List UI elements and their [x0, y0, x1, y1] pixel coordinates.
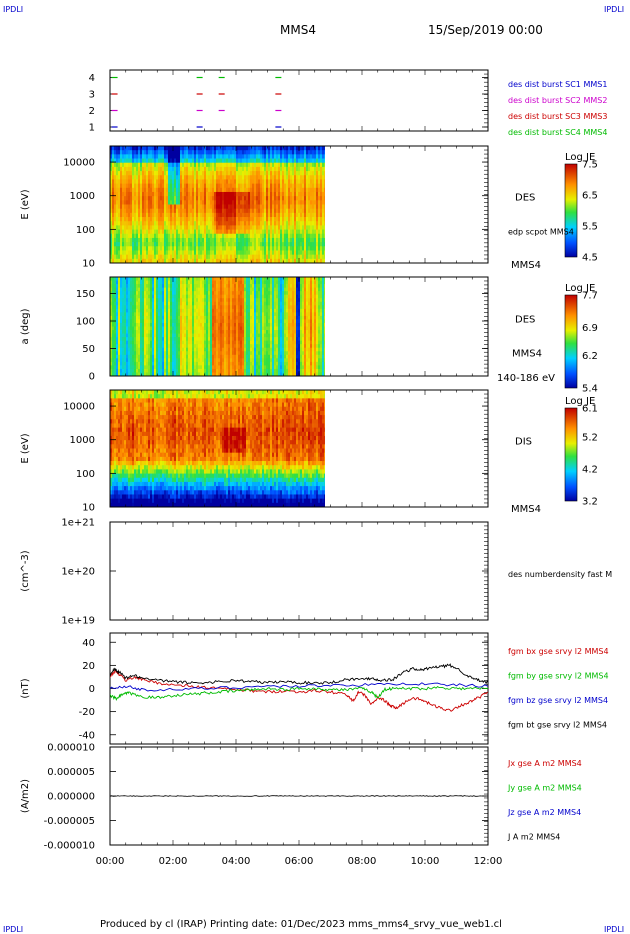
bfield-legend-by: fgm by gse srvy l2 MMS4: [508, 672, 609, 681]
des-energy-colorbar-title: Log JE: [565, 152, 595, 163]
dis-energy-colorbar-tick-6.1: 6.1: [582, 404, 598, 415]
current-ylabel: (A/m2): [20, 779, 31, 813]
des-pitch-ytick-50: 50: [82, 344, 95, 355]
dis-energy-spectrogram: [110, 390, 325, 507]
dis-energy-ytick-10: 10: [82, 503, 95, 514]
current-ytick--0.000010: -0.000010: [44, 841, 95, 852]
des-pitch-colorbar-tick-5.4: 5.4: [582, 384, 598, 395]
density-ylabel: (cm^-3): [20, 550, 31, 591]
dis-energy-ytick-100: 100: [76, 469, 95, 480]
logo-right: IPDLI: [604, 5, 625, 14]
dis-energy-ytick-10000: 10000: [63, 402, 95, 413]
burst-ytick-1: 1: [89, 123, 95, 134]
density-ytick-1e+19: 1e+19: [61, 616, 95, 627]
footer-logo-left: IPDLI: [3, 925, 24, 934]
des-pitch-colorbar-tick-6.2: 6.2: [582, 351, 598, 362]
datetime-title: 15/Sep/2019 00:00: [428, 23, 543, 37]
current-ytick-0.000010: 0.000010: [47, 743, 95, 754]
des-energy-sublabel: edp scpot MMS4: [508, 228, 574, 237]
bfield-series-bx: [110, 669, 488, 712]
current-legend-3: Jz gse A m2 MMS4: [507, 808, 581, 817]
bfield-ytick-20: 20: [82, 661, 95, 672]
des-energy-ytick-100: 100: [76, 225, 95, 236]
dis-energy-ylabel: E (eV): [20, 433, 31, 463]
density-ytick-1e+21: 1e+21: [61, 518, 95, 529]
xtick-1200: 12:00: [474, 856, 503, 867]
current-ytick-0.000005: 0.000005: [47, 767, 95, 778]
burst-legend-2: des dist burst SC2 MMS2: [508, 96, 607, 105]
des-energy-bottom-label: MMS4: [511, 260, 541, 271]
burst-ytick-4: 4: [89, 73, 95, 84]
bfield-series-bz: [110, 682, 488, 692]
density-legend: des numberdensity fast M: [508, 570, 612, 579]
xtick-0200: 02:00: [159, 856, 188, 867]
bfield-ytick--40: -40: [79, 730, 95, 741]
des-pitch-label: DES: [515, 315, 535, 326]
dis-energy-bottom-label: MMS4: [511, 504, 541, 515]
bfield-ytick-0: 0: [89, 684, 95, 695]
des-pitch-spectrogram: [110, 277, 325, 376]
des-pitch-bottom-label: 140-186 eV: [497, 373, 555, 384]
bfield-legend-bt: fgm bt gse srvy l2 MMS4: [508, 721, 607, 730]
des-energy-ytick-1000: 1000: [70, 191, 95, 202]
density-panel-frame: [109, 521, 489, 621]
des-energy-colorbar-tick-7.5: 7.5: [582, 160, 598, 171]
des-energy-colorbar: [564, 163, 578, 258]
current-legend-4: J A m2 MMS4: [507, 833, 560, 842]
des-pitch-colorbar-title: Log JE: [565, 283, 595, 294]
dis-energy-colorbar: [564, 407, 578, 502]
des-energy-ytick-10000: 10000: [63, 158, 95, 169]
dis-energy-ytick-1000: 1000: [70, 435, 95, 446]
dis-energy-colorbar-title: Log JE: [565, 396, 595, 407]
burst-panel-frame: [109, 69, 489, 132]
des-pitch-ytick-0: 0: [89, 372, 95, 383]
des-energy-colorbar-tick-6.5: 6.5: [582, 191, 598, 202]
dis-energy-colorbar-tick-5.2: 5.2: [582, 432, 598, 443]
des-pitch-colorbar-tick-7.7: 7.7: [582, 291, 598, 302]
logo-left: IPDLI: [3, 5, 24, 14]
xtick-0400: 04:00: [222, 856, 251, 867]
bfield-ytick--20: -20: [79, 707, 95, 718]
des-energy-spectrogram: [110, 146, 325, 263]
current-ytick-0.000000: 0.000000: [47, 792, 95, 803]
des-energy-ylabel: E (eV): [20, 189, 31, 219]
burst-ytick-2: 2: [89, 106, 95, 117]
bfield-series-bt: [110, 663, 488, 685]
footer-logo-right: IPDLI: [604, 925, 625, 934]
xtick-1000: 10:00: [411, 856, 440, 867]
xtick-0800: 08:00: [348, 856, 377, 867]
current-ytick--0.000005: -0.000005: [44, 816, 95, 827]
bfield-legend-bz: fgm bz gse srvy l2 MMS4: [508, 696, 608, 705]
bfield-legend-bx: fgm bx gse srvy l2 MMS4: [508, 647, 609, 656]
current-series-j: [109, 795, 487, 797]
des-pitch-ylabel: a (deg): [20, 308, 31, 344]
xtick-0600: 06:00: [285, 856, 314, 867]
bfield-ylabel: (nT): [20, 678, 31, 698]
spacecraft-title: MMS4: [280, 23, 316, 37]
dis-energy-colorbar-tick-3.2: 3.2: [582, 497, 598, 508]
des-energy-ytick-10: 10: [82, 259, 95, 270]
burst-legend-3: des dist burst SC3 MMS3: [508, 112, 607, 121]
xtick-0000: 00:00: [96, 856, 125, 867]
density-ytick-1e+20: 1e+20: [61, 567, 95, 578]
bfield-ytick-40: 40: [82, 638, 95, 649]
des-pitch-sublabel: MMS4: [512, 349, 542, 360]
des-energy-colorbar-tick-4.5: 4.5: [582, 253, 598, 264]
footer-info: Produced by cl (IRAP) Printing date: 01/…: [100, 919, 502, 930]
des-pitch-ytick-150: 150: [76, 289, 95, 300]
bfield-series-by: [110, 686, 488, 702]
des-pitch-colorbar-tick-6.9: 6.9: [582, 323, 598, 334]
current-legend-2: Jy gse A m2 MMS4: [507, 784, 582, 793]
burst-legend-4: des dist burst SC4 MMS4: [508, 128, 607, 137]
dis-energy-label: DIS: [515, 437, 532, 448]
current-legend-1: Jx gse A m2 MMS4: [507, 759, 582, 768]
des-energy-label: DES: [515, 193, 535, 204]
burst-legend-1: des dist burst SC1 MMS1: [508, 80, 607, 89]
des-pitch-colorbar: [564, 294, 578, 389]
dis-energy-colorbar-tick-4.2: 4.2: [582, 464, 598, 475]
burst-ytick-3: 3: [89, 90, 95, 101]
des-pitch-ytick-100: 100: [76, 317, 95, 328]
des-energy-colorbar-tick-5.5: 5.5: [582, 222, 598, 233]
